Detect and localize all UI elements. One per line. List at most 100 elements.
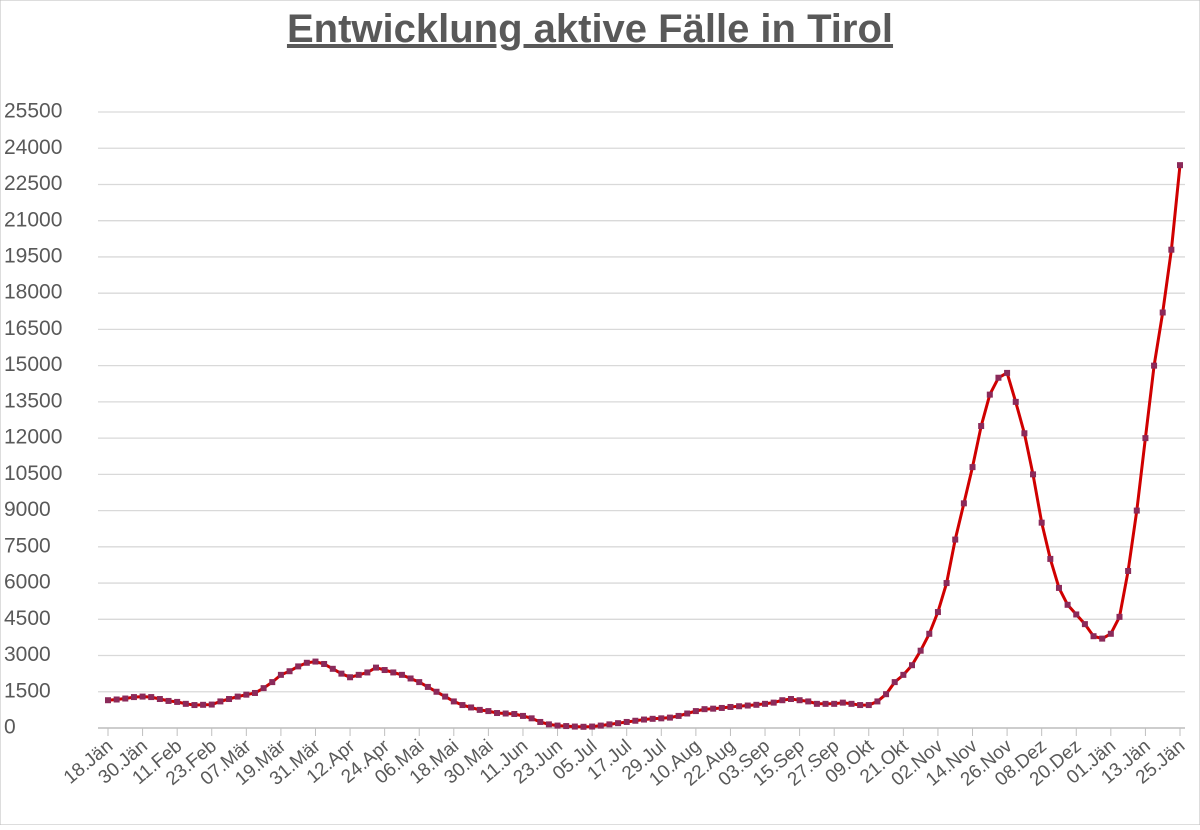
- data-marker: [1099, 635, 1106, 642]
- data-marker: [450, 698, 457, 705]
- data-marker: [1090, 633, 1097, 640]
- data-marker: [148, 694, 155, 701]
- data-marker: [174, 698, 181, 705]
- chart-title: Entwicklung aktive Fälle in Tirol: [287, 7, 893, 51]
- data-marker: [744, 702, 751, 709]
- data-marker: [511, 710, 518, 717]
- data-marker: [390, 669, 397, 676]
- y-tick-label: 9000: [4, 498, 51, 521]
- data-marker: [641, 716, 647, 723]
- data-marker: [416, 679, 423, 686]
- data-marker: [770, 699, 777, 706]
- data-marker: [710, 705, 717, 712]
- data-marker: [753, 701, 760, 708]
- y-tick-label: 6000: [4, 571, 51, 594]
- data-marker: [122, 695, 129, 702]
- data-marker: [632, 717, 639, 724]
- data-marker: [243, 691, 250, 698]
- data-marker: [329, 665, 336, 672]
- data-marker: [848, 700, 855, 707]
- data-marker: [1159, 309, 1166, 316]
- data-marker: [182, 700, 189, 707]
- data-marker: [217, 698, 224, 705]
- data-marker: [571, 723, 578, 730]
- data-marker: [312, 658, 319, 665]
- data-marker: [1133, 507, 1140, 514]
- data-marker: [277, 671, 284, 678]
- data-marker: [1055, 584, 1062, 591]
- data-marker: [347, 674, 354, 681]
- data-marker: [787, 696, 794, 703]
- data-marker: [589, 723, 596, 730]
- data-marker: [433, 688, 440, 695]
- data-marker: [865, 702, 872, 709]
- data-marker: [494, 710, 501, 717]
- y-tick-label: 7500: [4, 534, 51, 557]
- data-marker: [969, 464, 976, 471]
- y-tick-label: 22500: [4, 172, 62, 195]
- data-marker: [796, 697, 803, 704]
- data-marker: [286, 668, 293, 675]
- data-marker: [545, 721, 552, 728]
- y-tick-label: 15000: [4, 353, 62, 376]
- data-marker: [1021, 430, 1028, 437]
- y-tick-label: 24000: [4, 136, 62, 159]
- data-marker: [295, 663, 302, 670]
- data-marker: [718, 704, 725, 711]
- data-marker: [580, 723, 587, 730]
- data-marker: [831, 700, 838, 707]
- data-marker: [891, 679, 898, 686]
- data-marker: [857, 702, 864, 709]
- data-marker: [407, 675, 414, 682]
- data-marker: [597, 722, 604, 729]
- data-marker: [554, 722, 561, 729]
- data-marker: [813, 700, 820, 707]
- data-marker: [1151, 362, 1158, 369]
- data-marker: [442, 693, 449, 700]
- y-tick-label: 4500: [4, 607, 51, 630]
- y-tick-label: 12000: [4, 426, 62, 449]
- data-marker: [779, 697, 786, 704]
- data-marker: [200, 701, 207, 708]
- data-marker: [1081, 621, 1088, 628]
- data-marker: [226, 696, 233, 703]
- data-marker: [1116, 613, 1123, 620]
- data-marker: [900, 671, 907, 678]
- data-marker: [1142, 435, 1149, 442]
- data-marker: [909, 662, 915, 669]
- data-marker: [476, 706, 483, 713]
- data-marker: [1004, 369, 1011, 376]
- data-marker: [156, 696, 163, 703]
- y-tick-label: 1500: [4, 679, 51, 702]
- y-tick-label: 21000: [4, 208, 62, 231]
- data-marker: [424, 683, 431, 690]
- data-marker: [692, 708, 699, 715]
- data-marker: [986, 391, 993, 398]
- data-marker: [191, 702, 198, 709]
- data-marker: [485, 708, 492, 715]
- data-marker: [1125, 567, 1132, 574]
- y-tick-label: 0: [4, 716, 16, 739]
- data-marker: [563, 723, 570, 730]
- data-marker: [528, 715, 535, 722]
- data-marker: [805, 698, 812, 705]
- data-marker: [1038, 519, 1045, 526]
- data-marker: [1177, 162, 1183, 169]
- data-marker: [934, 609, 941, 616]
- y-tick-label: 13500: [4, 389, 62, 412]
- data-marker: [978, 423, 985, 430]
- data-marker: [701, 706, 708, 713]
- data-marker: [373, 664, 379, 671]
- y-tick-label: 18000: [4, 281, 62, 304]
- data-marker: [459, 702, 466, 709]
- data-marker: [364, 669, 371, 676]
- data-marker: [502, 710, 509, 717]
- data-marker: [615, 720, 622, 727]
- data-marker: [1047, 555, 1054, 562]
- data-marker: [623, 718, 630, 725]
- data-marker: [381, 667, 388, 674]
- data-marker: [1012, 398, 1019, 405]
- y-tick-label: 3000: [4, 643, 51, 666]
- data-marker: [113, 696, 120, 703]
